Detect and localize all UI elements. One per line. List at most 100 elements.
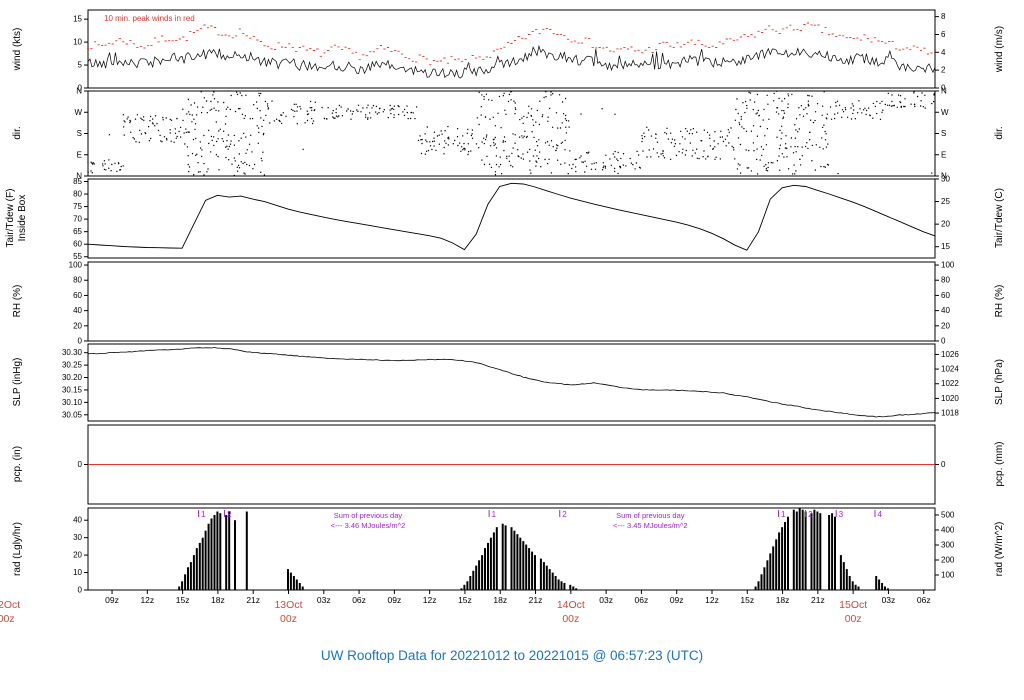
- radiation-bar: [287, 569, 289, 590]
- x-tick-label: 18z: [776, 595, 790, 605]
- wind-right-axis-label: wind (m/s): [994, 26, 1005, 73]
- radiation-bar: [886, 588, 889, 590]
- radiation-bar: [481, 555, 484, 590]
- x-axis: 09z 12z 15z 18z 21z 03z 06z 09z 12z 15z 18z 21z 03z 0…: [0, 590, 931, 625]
- rad-left-axis-label: rad (Lgly/hr): [12, 522, 23, 576]
- radiation-bar: [184, 574, 187, 590]
- radiation-bar: [804, 511, 807, 590]
- radiation-bar: [201, 537, 204, 590]
- wind-speed-trace: [87, 44, 936, 79]
- x-tick-label: 06z: [635, 595, 649, 605]
- dir-right-tick-label: S: [941, 129, 946, 138]
- radiation-bar: [784, 522, 786, 590]
- radiation-bar: [810, 513, 813, 590]
- radiation-bar: [754, 586, 757, 590]
- x-tick-label: 06z: [352, 595, 366, 605]
- radiation-bar: [187, 567, 189, 590]
- radiation-bar: [569, 584, 572, 590]
- radiation-bar: [225, 515, 228, 590]
- x-tick-label: 18z: [493, 595, 507, 605]
- radiation-bar: [572, 586, 575, 590]
- rad-right-tick-label: 100: [941, 570, 955, 579]
- radiation-bar: [545, 565, 548, 590]
- radiation-bar: [881, 583, 884, 590]
- radiation-bar: [289, 572, 292, 590]
- radiation-bar: [245, 511, 248, 590]
- radiation-bar: [831, 513, 834, 590]
- radiation-bar: [492, 532, 495, 590]
- pcp-left-axis-label: pcp. (in): [12, 446, 23, 482]
- rad-flag-label: 1: [492, 510, 497, 519]
- slp-left-tick-label: 30.05: [62, 410, 83, 419]
- tair-trace: [87, 182, 936, 251]
- rad-sum-annotation-line2: <--- 3.45 MJoules/m^2: [613, 521, 688, 530]
- radiation-bar: [813, 509, 816, 590]
- temp-left-tick-label: 65: [73, 227, 82, 236]
- rad-left-tick-label: 40: [73, 516, 82, 525]
- rh-left-axis-label: RH (%): [12, 285, 23, 318]
- wind-frame: [87, 9, 936, 89]
- pcp-right-axis-label: pcp. (mm): [994, 442, 1005, 487]
- slp-right-axis-label: SLP (hPa): [994, 359, 1005, 405]
- radiation-bar: [769, 553, 772, 590]
- radiation-bar: [772, 546, 775, 590]
- x-tick-label: 12z: [705, 595, 719, 605]
- x-date-label-hour: 00z: [845, 613, 862, 625]
- radiation-bar: [478, 560, 481, 590]
- temp-left-tick-label: 60: [73, 240, 82, 249]
- wind-right-tick-label: 2: [941, 66, 946, 75]
- rh-left-tick-label: 40: [73, 306, 82, 315]
- rad-left-tick-label: 0: [78, 586, 83, 595]
- radiation-bar: [484, 548, 486, 590]
- radiation-bar: [189, 562, 192, 590]
- x-tick-label: 03z: [317, 595, 331, 605]
- slp-right-tick-label: 1018: [941, 409, 959, 418]
- wind-right-tick-label: 0: [941, 84, 946, 93]
- x-tick-label: 12z: [140, 595, 154, 605]
- radiation-bar: [487, 542, 489, 590]
- slp-right-tick-label: 1026: [941, 350, 959, 359]
- slp-right-tick-label: 1022: [941, 379, 959, 388]
- slp-left-tick-label: 30.30: [62, 348, 83, 357]
- radiation-bar: [775, 539, 778, 590]
- radiation-bar: [839, 555, 842, 590]
- radiation-bar: [763, 567, 766, 590]
- radiation-bar: [845, 569, 848, 590]
- radiation-bar: [525, 544, 528, 590]
- dir-left-tick-label: N: [76, 87, 82, 96]
- radiation-bar: [210, 518, 213, 590]
- radiation-bar: [178, 586, 181, 590]
- wind-left-tick-label: 5: [78, 61, 83, 70]
- x-date-label-day: 12Oct: [0, 599, 20, 611]
- temp-right-tick-label: 25: [941, 197, 950, 206]
- rh-left-tick-label: 20: [73, 321, 82, 330]
- wind-left-tick-label: 10: [73, 38, 82, 47]
- radiation-bar: [792, 509, 795, 590]
- x-tick-label: 15z: [740, 595, 754, 605]
- dir-left-tick-label: N: [76, 172, 82, 181]
- rh-frame: [87, 261, 936, 342]
- temp-left-tick-label: 75: [73, 202, 82, 211]
- radiation-bar: [234, 520, 236, 590]
- radiation-bar: [501, 523, 504, 590]
- x-tick-label: 21z: [811, 595, 825, 605]
- rad-flag-label: 1: [201, 510, 206, 519]
- temp-right-tick-label: 30: [941, 175, 950, 184]
- panel-temp: 85 80 75 70 65 60 55 30 25 20 15: [73, 175, 950, 262]
- radiation-bar: [516, 534, 519, 590]
- radiation-bar: [851, 581, 854, 590]
- radiation-bar: [534, 555, 536, 590]
- radiation-bar: [575, 588, 578, 590]
- rh-left-tick-label: 80: [73, 276, 82, 285]
- radiation-bar: [298, 583, 301, 590]
- radiation-bar: [489, 537, 492, 590]
- rad-right-tick-label: 500: [941, 510, 955, 519]
- radiation-bar: [816, 511, 819, 590]
- rad-sum-annotation-line1: Sum of previous day: [616, 511, 685, 520]
- wind-left-tick-label: 0: [78, 84, 83, 93]
- radiation-bar: [766, 560, 769, 590]
- radiation-bar: [539, 558, 542, 590]
- pcp-left-tick-label: 0: [78, 460, 83, 469]
- rad-flag-label: 2: [562, 510, 567, 519]
- radiation-bar: [801, 509, 804, 590]
